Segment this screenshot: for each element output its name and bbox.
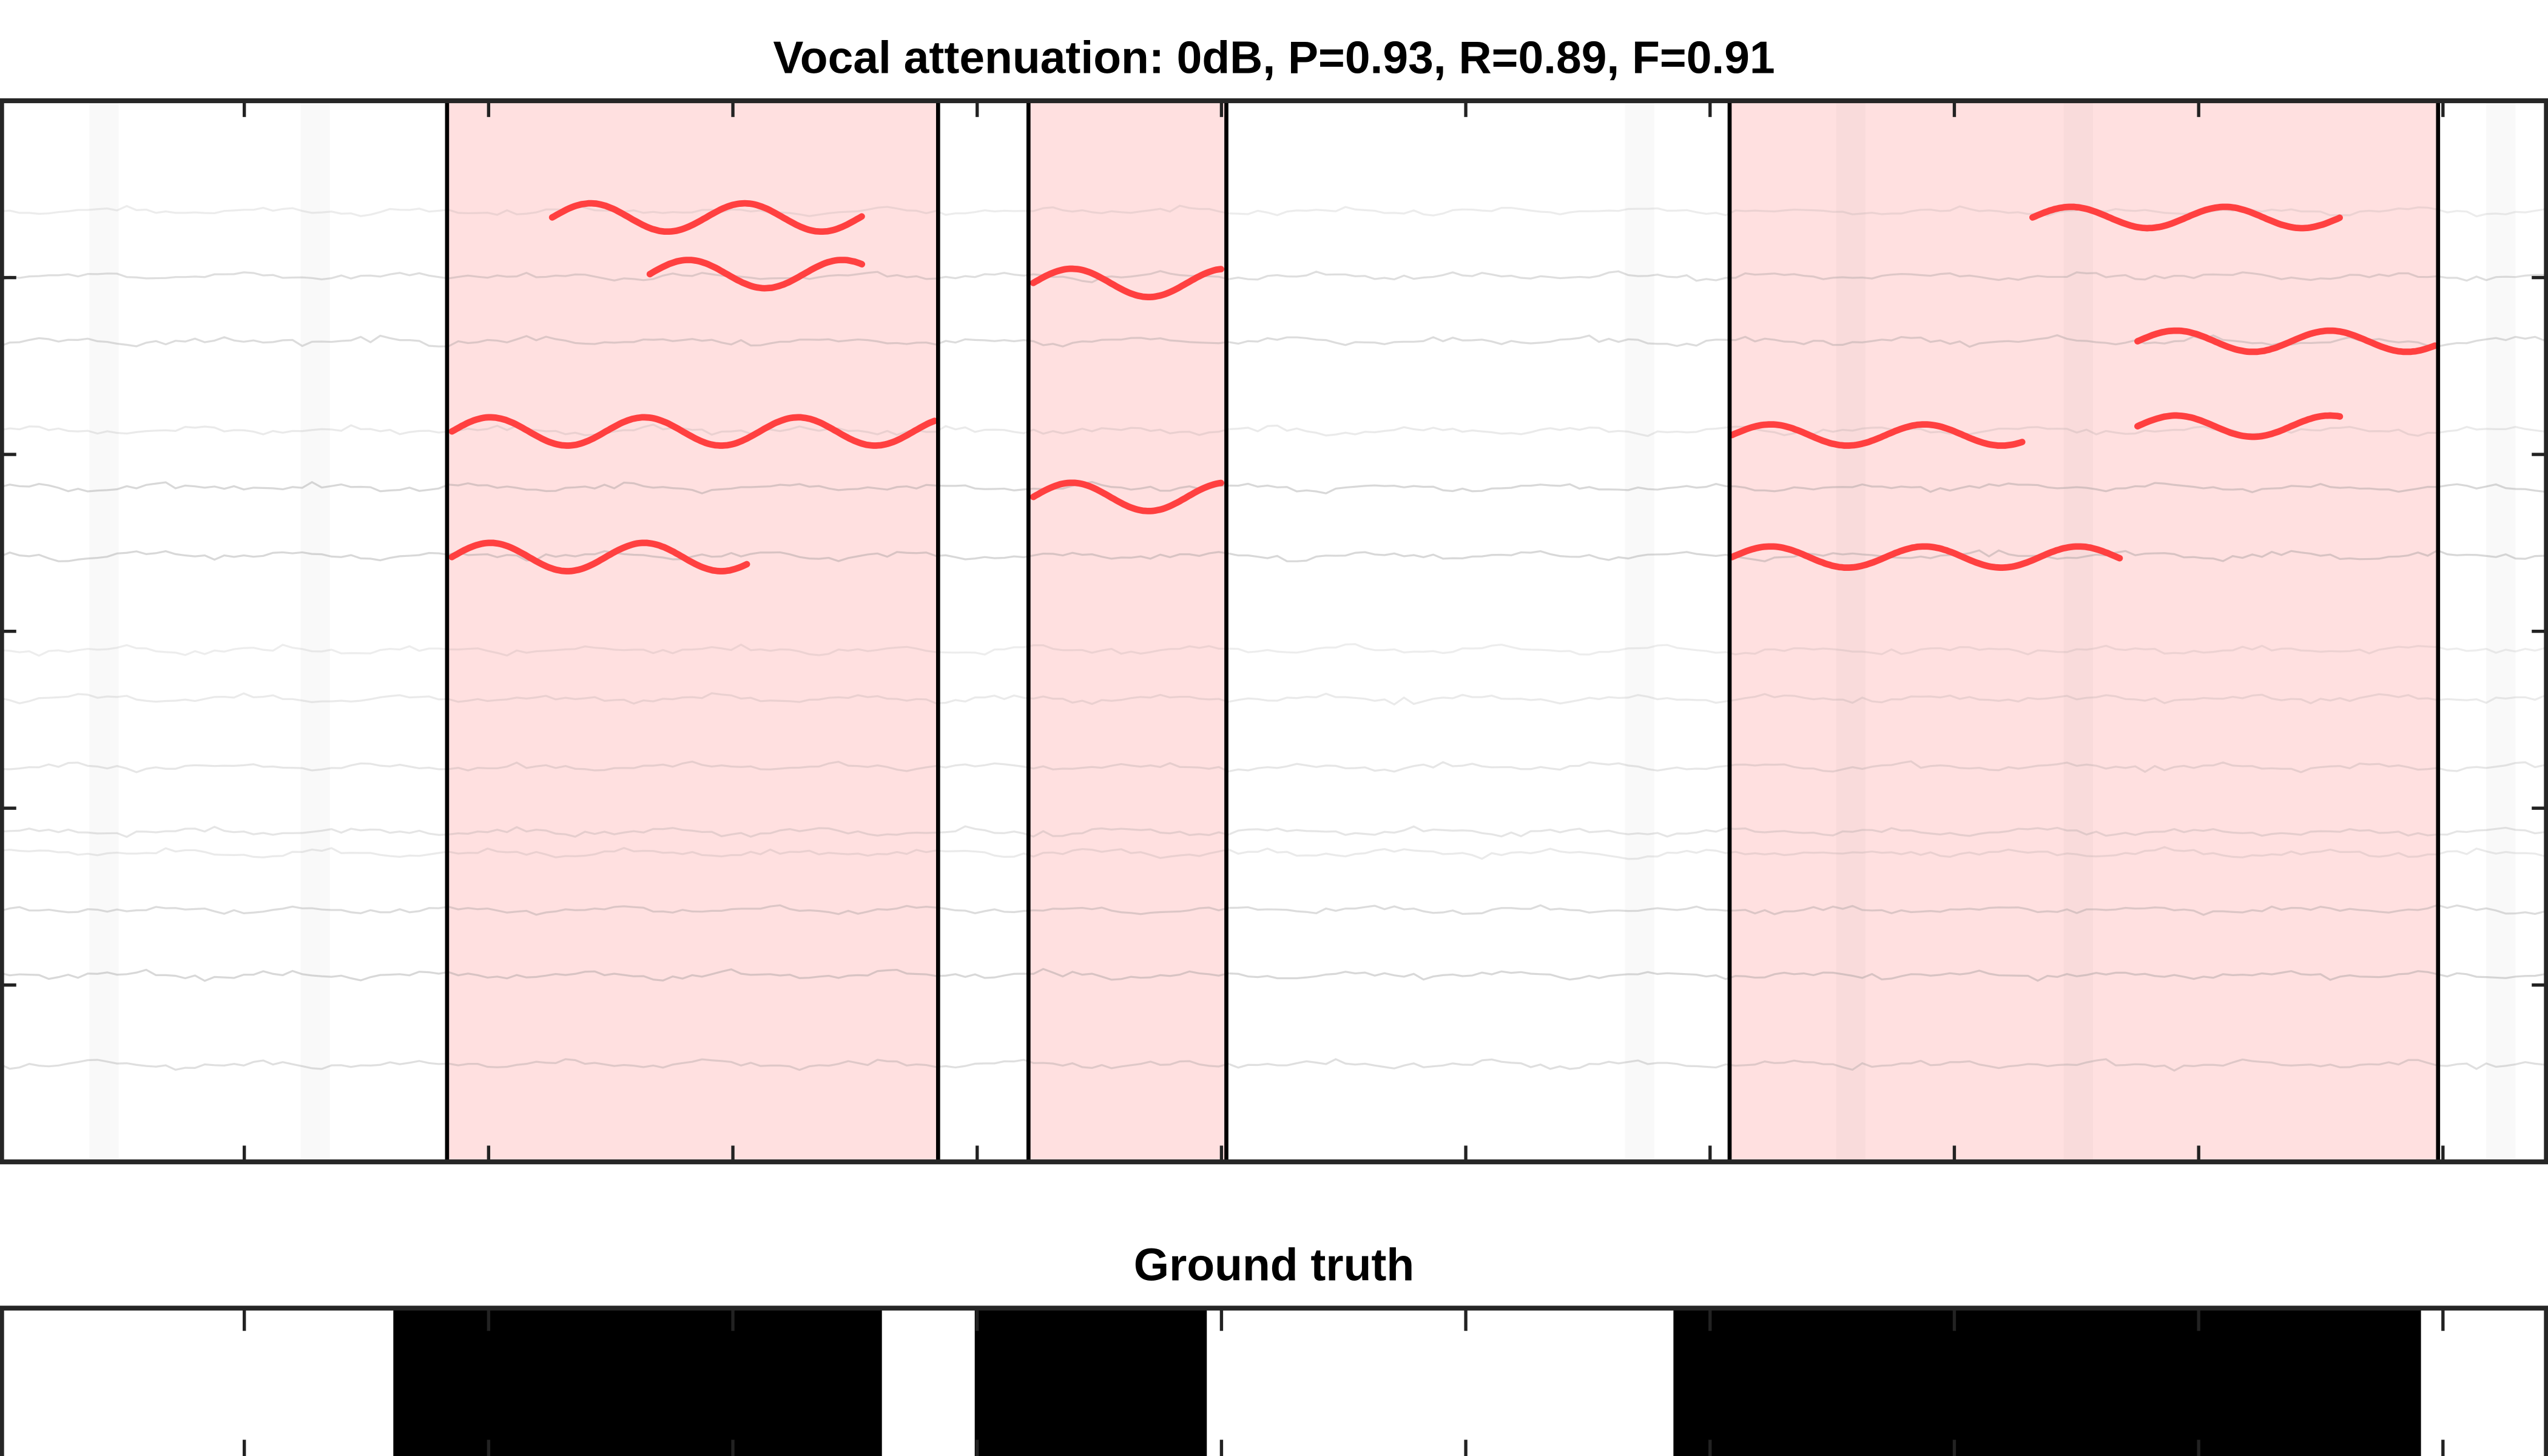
vibrato-pitch-track (2134, 412, 2344, 440)
spectrogram-harmonic (0, 760, 2545, 774)
vibrato-pitch-track (448, 539, 750, 575)
spectrogram-onset-band (2063, 101, 2093, 1162)
vibrato-pitch-track (448, 414, 938, 449)
spectrogram-harmonic (0, 968, 2545, 982)
spectrogram-harmonic (0, 270, 2545, 283)
spectrogram-harmonic (0, 846, 2546, 860)
vibrato-pitch-track (1030, 265, 1225, 300)
ground-truth-segment (1673, 1308, 2421, 1456)
spectrogram-onset-band (2486, 101, 2516, 1162)
vibrato-pitch-track (2134, 327, 2438, 356)
plot-frame (0, 1306, 2548, 1456)
spectrogram-onset-band (300, 101, 330, 1162)
spectrogram-harmonic (0, 204, 2545, 218)
spectrogram-onset-band (1625, 101, 1654, 1162)
ground-truth-segment (974, 1308, 1207, 1456)
spectrogram-onset-band (1836, 101, 1866, 1162)
vibrato-pitch-track (2029, 203, 2343, 232)
spectrogram-harmonic (0, 334, 2546, 348)
predicted-segment (1028, 101, 1227, 1162)
ground-truth-plot (0, 1306, 2548, 1456)
spectrogram-harmonic (0, 825, 2545, 838)
ground-truth-segment (393, 1308, 882, 1456)
vibrato-pitch-track (1728, 421, 2026, 449)
spectrogram-harmonic (0, 643, 2546, 657)
vibrato-pitch-track (1030, 479, 1225, 514)
top-chart-title: Vocal attenuation: 0dB, P=0.93, R=0.89, … (773, 32, 1774, 83)
vibrato-pitch-track (646, 257, 866, 292)
spectrogram-harmonic (0, 480, 2545, 494)
vibrato-pitch-track (548, 200, 865, 235)
predicted-segment (1730, 101, 2438, 1162)
spectrogram-harmonic (0, 549, 2545, 562)
spectrogram-onset-band (89, 101, 119, 1162)
plot-frame (0, 98, 2548, 1165)
spectrogram-harmonic (0, 904, 2546, 916)
vibrato-pitch-track (1728, 543, 2123, 571)
spectrogram-harmonic (0, 423, 2545, 437)
spectrogram-plot (0, 98, 2548, 1165)
spectrogram-harmonic (0, 1058, 2545, 1072)
spectrogram-harmonic (0, 692, 2546, 706)
predicted-segment (447, 101, 939, 1162)
ground-truth-title: Ground truth (1134, 1239, 1414, 1290)
